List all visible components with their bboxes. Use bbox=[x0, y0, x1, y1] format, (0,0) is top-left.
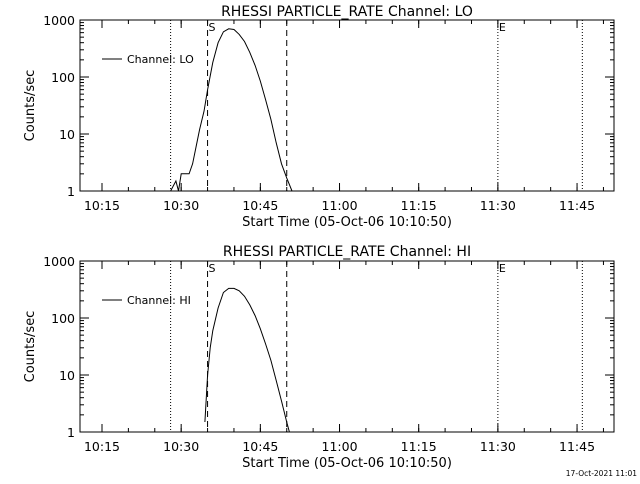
x-tick-label: 11:15 bbox=[401, 439, 437, 454]
footer-timestamp: 17-Oct-2021 11:01 bbox=[566, 469, 637, 478]
y-tick-label: 1000 bbox=[43, 254, 75, 269]
marker-label: S bbox=[209, 262, 216, 275]
chart-title: RHESSI PARTICLE_RATE Channel: HI bbox=[223, 244, 471, 260]
x-axis-label: Start Time (05-Oct-06 10:10:50) bbox=[242, 215, 452, 230]
y-tick-label: 10 bbox=[59, 368, 75, 383]
y-tick-label: 100 bbox=[51, 70, 75, 85]
x-tick-label: 11:15 bbox=[401, 198, 437, 213]
chart-panels: RHESSI PARTICLE_RATE Channel: LO 1 10 100 10… bbox=[23, 4, 615, 471]
series-line bbox=[204, 287, 290, 433]
x-tick-label: 11:45 bbox=[559, 198, 595, 213]
y-axis-label: Counts/sec bbox=[23, 311, 38, 383]
plot-frame bbox=[79, 19, 615, 192]
x-tick-label: 10:45 bbox=[242, 198, 278, 213]
y-tick-label: 1 bbox=[67, 184, 75, 199]
x-tick-label: 10:15 bbox=[84, 439, 120, 454]
series-line bbox=[170, 28, 293, 192]
y-tick-label: 100 bbox=[51, 311, 75, 326]
x-tick-label: 11:00 bbox=[322, 198, 358, 213]
marker-label: S bbox=[209, 21, 216, 34]
chart-panel-1: RHESSI PARTICLE_RATE Channel: HI 1 10 100 10… bbox=[23, 244, 615, 471]
x-axis-label: Start Time (05-Oct-06 10:10:50) bbox=[242, 456, 452, 471]
legend-entry: Channel: HI bbox=[127, 294, 191, 307]
x-tick-label: 10:30 bbox=[163, 198, 199, 213]
y-tick-label: 1000 bbox=[43, 13, 75, 28]
y-tick-label: 10 bbox=[59, 127, 75, 142]
plot-frame bbox=[79, 260, 615, 433]
legend-entry: Channel: LO bbox=[127, 53, 194, 66]
x-tick-label: 11:45 bbox=[559, 439, 595, 454]
y-axis-label: Counts/sec bbox=[23, 70, 38, 142]
chart-panel-0: RHESSI PARTICLE_RATE Channel: LO 1 10 100 10… bbox=[23, 4, 615, 230]
y-tick-label: 1 bbox=[67, 425, 75, 440]
x-tick-label: 10:30 bbox=[163, 439, 199, 454]
x-tick-label: 10:45 bbox=[242, 439, 278, 454]
marker-label: E bbox=[499, 262, 506, 275]
marker-label: E bbox=[499, 21, 506, 34]
x-tick-label: 10:15 bbox=[84, 198, 120, 213]
x-tick-label: 11:30 bbox=[480, 198, 516, 213]
x-tick-label: 11:00 bbox=[322, 439, 358, 454]
chart-title: RHESSI PARTICLE_RATE Channel: LO bbox=[221, 4, 473, 20]
x-tick-label: 11:30 bbox=[480, 439, 516, 454]
